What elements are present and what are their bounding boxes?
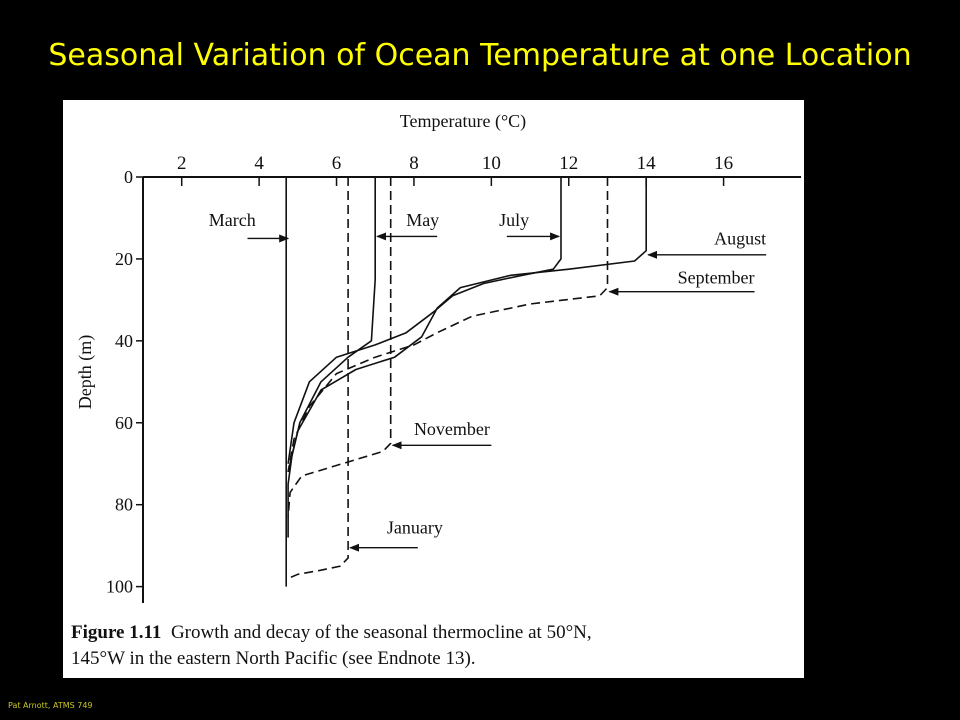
series-label-january: January — [387, 517, 443, 537]
y-tick-label-0: 0 — [124, 167, 133, 187]
y-axis-title: Depth (m) — [75, 335, 96, 409]
figure-panel: Temperature (°C) Depth (m) 2 4 6 8 10 12 14 16 0… — [63, 100, 804, 678]
figure-caption-line-1: Figure 1.11 Growth and decay of the seas… — [71, 622, 799, 644]
series-line-january — [287, 177, 349, 580]
x-tick-label-14: 14 — [637, 153, 657, 174]
slide-title: Seasonal Variation of Ocean Temperature … — [48, 38, 912, 73]
plot-layer: 2 4 6 8 10 12 14 16 0 20 40 60 80 100 March May July Augu… — [106, 153, 801, 603]
y-tick-label-60: 60 — [115, 413, 133, 433]
x-tick-label-2: 2 — [177, 153, 187, 174]
x-tick-label-8: 8 — [409, 153, 419, 174]
x-tick-label-10: 10 — [482, 153, 501, 174]
figure-label: Figure 1.11 — [71, 622, 162, 643]
figure-caption-line-2: 145°W in the eastern North Pacific (see … — [71, 648, 476, 669]
series-label-march: March — [209, 210, 256, 230]
thermocline-chart: Temperature (°C) Depth (m) 2 4 6 8 10 12 14 16 0… — [75, 111, 801, 603]
y-tick-label-100: 100 — [106, 577, 133, 597]
x-axis-title: Temperature (°C) — [400, 111, 526, 132]
series-line-may — [287, 177, 377, 538]
x-tick-label-12: 12 — [559, 153, 578, 174]
footer-credit: Pat Arnott, ATMS 749 — [8, 701, 93, 710]
y-tick-label-80: 80 — [115, 495, 133, 515]
figure-caption-text-1: Growth and decay of the seasonal thermoc… — [170, 622, 592, 643]
series-line-july — [287, 177, 562, 464]
series-label-may: May — [406, 210, 439, 230]
x-tick-label-16: 16 — [714, 153, 733, 174]
series-line-august — [287, 177, 648, 473]
series-label-july: July — [499, 210, 529, 230]
series-line-september — [287, 177, 609, 473]
x-tick-label-6: 6 — [332, 153, 342, 174]
x-tick-label-4: 4 — [254, 153, 264, 174]
series-label-september: September — [678, 268, 755, 288]
series-label-august: August — [714, 229, 766, 249]
series-label-november: November — [414, 419, 490, 439]
series-line-november — [287, 177, 392, 518]
y-tick-label-40: 40 — [115, 331, 133, 351]
y-tick-label-20: 20 — [115, 249, 133, 269]
